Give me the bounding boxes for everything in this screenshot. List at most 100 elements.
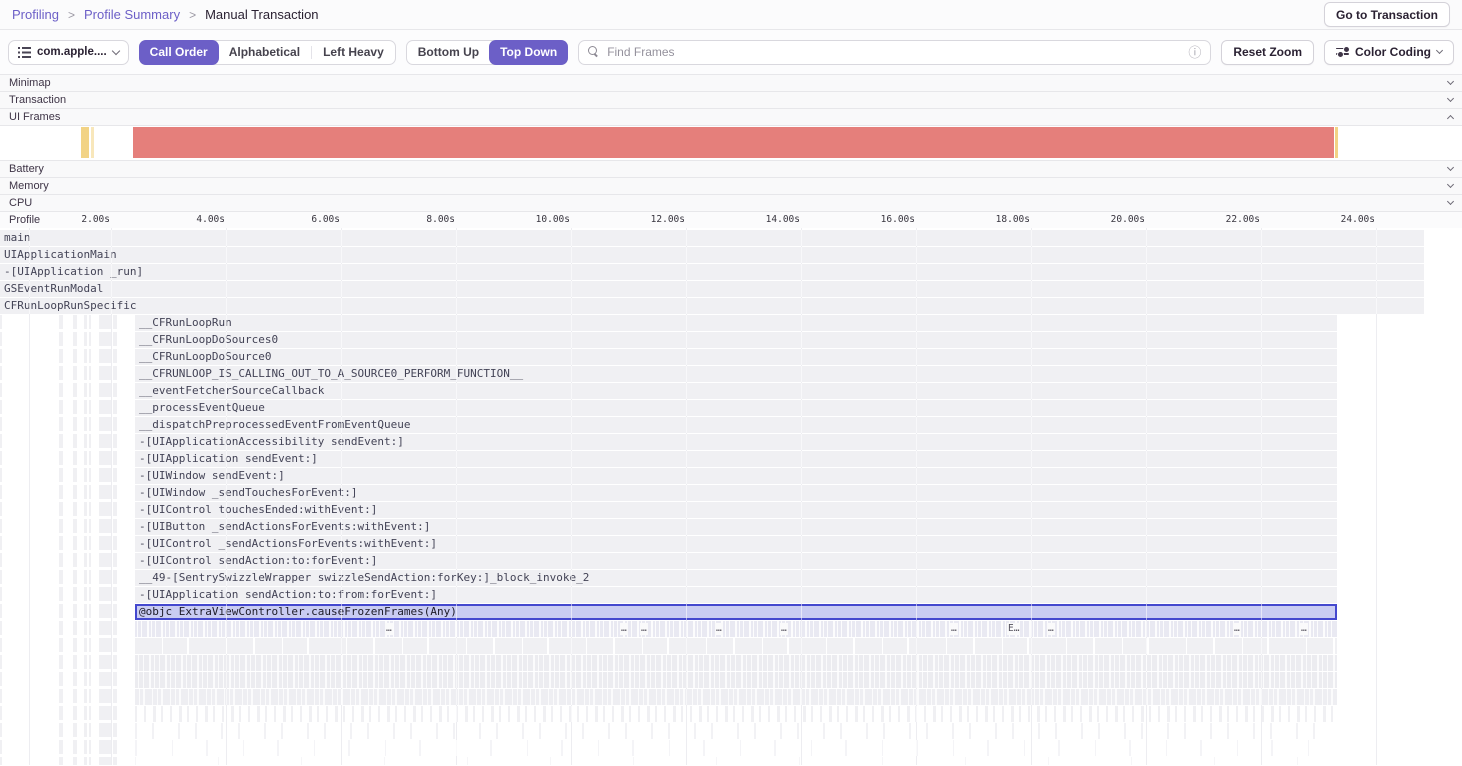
time-tick-label: 24.00s — [1340, 214, 1375, 225]
section-cpu[interactable]: CPU — [0, 195, 1462, 212]
flame-stack-rows: __CFRunLoopRun __CFRunLoopDoSources0 __CFR… — [135, 315, 1337, 603]
flame-row-compressed[interactable] — [135, 706, 1337, 722]
flame-frame[interactable]: __dispatchPreprocessedEventFromEventQueu… — [135, 417, 1337, 433]
section-memory[interactable]: Memory — [0, 178, 1462, 195]
flame-frame[interactable]: -[UIButton _sendActionsForEvents:withEve… — [135, 519, 1337, 535]
truncated-frame-label[interactable]: … — [640, 623, 648, 635]
time-tick-label: 12.00s — [650, 214, 685, 225]
flame-frame[interactable]: CFRunLoopRunSpecific — [0, 298, 1424, 314]
breadcrumb-profiling[interactable]: Profiling — [12, 7, 59, 22]
flame-frame[interactable]: __processEventQueue — [135, 400, 1337, 416]
flame-frame[interactable]: __CFRunLoopDoSources0 — [135, 332, 1337, 348]
flame-frame[interactable]: UIApplicationMain — [0, 247, 1424, 263]
divider — [311, 45, 313, 59]
direction-bottom-up-button[interactable]: Bottom Up — [407, 41, 490, 64]
flame-column-fragment[interactable] — [113, 315, 117, 765]
go-to-transaction-button[interactable]: Go to Transaction — [1323, 2, 1450, 27]
truncated-frame-label[interactable]: … — [950, 623, 958, 635]
flame-frame[interactable]: main — [0, 230, 1424, 246]
flame-column-fragment[interactable] — [99, 315, 111, 765]
flame-frame[interactable]: -[UIControl sendAction:to:forEvent:] — [135, 553, 1337, 569]
flame-frame[interactable]: -[UIApplicationAccessibility sendEvent:] — [135, 434, 1337, 450]
chevron-down-icon — [1446, 163, 1455, 172]
section-ui-frames[interactable]: UI Frames — [0, 109, 1462, 126]
chevron-down-icon — [1446, 94, 1455, 103]
flame-row-compressed[interactable] — [135, 757, 1337, 765]
breadcrumb-separator: > — [67, 7, 75, 22]
flame-frame[interactable]: -[UIApplication sendAction:to:from:forEv… — [135, 587, 1337, 603]
sliders-icon — [1336, 46, 1351, 59]
section-battery[interactable]: Battery — [0, 161, 1462, 178]
slow-frame-bar[interactable] — [81, 127, 89, 158]
flame-row-compressed[interactable] — [135, 689, 1337, 705]
thread-selector-dropdown[interactable]: com.apple.... — [8, 39, 129, 65]
flame-frame[interactable]: -[UIControl touchesEnded:withEvent:] — [135, 502, 1337, 518]
flame-column-fragment[interactable] — [59, 315, 63, 765]
flame-frame[interactable]: -[UIWindow sendEvent:] — [135, 468, 1337, 484]
section-label: Minimap — [9, 77, 51, 89]
flame-row-compressed[interactable]: … … … … … … E… … … … — [135, 621, 1337, 637]
sort-left-heavy-button[interactable]: Left Heavy — [312, 41, 395, 64]
flame-frame[interactable]: GSEventRunModal — [0, 281, 1424, 297]
flame-frame[interactable]: __CFRunLoopDoSource0 — [135, 349, 1337, 365]
flame-column-fragment[interactable] — [84, 315, 87, 765]
flame-row-compressed[interactable] — [135, 723, 1337, 739]
section-label: Memory — [9, 180, 49, 192]
flame-frame[interactable]: -[UIWindow _sendTouchesForEvent:] — [135, 485, 1337, 501]
truncated-frame-label[interactable]: … — [1300, 623, 1308, 635]
flamegraph-toolbar: com.apple.... Call Order Alphabetical Le… — [0, 30, 1462, 75]
truncated-frame-label[interactable]: … — [715, 623, 723, 635]
flame-row-compressed[interactable] — [135, 655, 1337, 671]
flame-frame[interactable]: -[UIControl _sendActionsForEvents:withEv… — [135, 536, 1337, 552]
flame-frame[interactable]: __eventFetcherSourceCallback — [135, 383, 1337, 399]
truncated-frame-label[interactable]: … — [385, 623, 393, 635]
flame-graph[interactable]: main UIApplicationMain -[UIApplication _ru… — [0, 228, 1462, 765]
flame-frame[interactable]: __49-[SentrySwizzleWrapper swizzleSendAc… — [135, 570, 1337, 586]
chevron-down-icon — [1435, 46, 1444, 55]
flame-row-compressed[interactable] — [135, 740, 1337, 756]
flame-frame[interactable]: __CFRUNLOOP_IS_CALLING_OUT_TO_A_SOURCE0_… — [135, 366, 1337, 382]
flame-frame[interactable]: -[UIApplication sendEvent:] — [135, 451, 1337, 467]
flame-column-fragment[interactable] — [73, 315, 77, 765]
flame-row-compressed[interactable] — [135, 638, 1337, 654]
section-minimap[interactable]: Minimap — [0, 75, 1462, 92]
find-frames-search[interactable]: ⓘ — [578, 39, 1212, 65]
ui-frames-track — [0, 126, 1462, 161]
section-label: Battery — [9, 163, 44, 175]
section-transaction[interactable]: Transaction — [0, 92, 1462, 109]
sorting-group: Call Order Alphabetical Left Heavy — [138, 39, 396, 65]
reset-zoom-button[interactable]: Reset Zoom — [1221, 39, 1315, 65]
time-tick-label: 16.00s — [880, 214, 915, 225]
time-ticks: 2.00s 4.00s 6.00s 8.00s 10.00s 12.00s 14.00s 16… — [0, 212, 1380, 228]
slow-frame-bar[interactable] — [1335, 127, 1338, 158]
sort-call-order-button[interactable]: Call Order — [138, 39, 219, 65]
selected-flame-frame[interactable]: @objc ExtraViewController.causeFrozenFra… — [135, 604, 1337, 620]
direction-top-down-button[interactable]: Top Down — [489, 39, 569, 65]
info-icon[interactable]: ⓘ — [1188, 44, 1202, 60]
truncated-frame-label[interactable]: … — [1233, 623, 1241, 635]
breadcrumb-profile-summary[interactable]: Profile Summary — [83, 7, 181, 22]
time-tick-label: 20.00s — [1110, 214, 1145, 225]
profile-time-axis: Profile 2.00s 4.00s 6.00s 8.00s 10.00s 12.00s… — [0, 212, 1462, 228]
flame-frame[interactable]: __CFRunLoopRun — [135, 315, 1337, 331]
section-label: UI Frames — [9, 111, 61, 123]
flame-row-compressed[interactable] — [135, 672, 1337, 688]
chevron-down-icon — [1446, 77, 1455, 86]
frozen-frame-bar[interactable] — [133, 127, 1334, 158]
flame-column-fragment[interactable] — [0, 315, 2, 765]
flame-column-fragment[interactable] — [89, 315, 91, 765]
truncated-frame-label[interactable]: … — [780, 623, 788, 635]
time-tick-label: 6.00s — [311, 214, 340, 225]
color-coding-dropdown[interactable]: Color Coding — [1324, 39, 1454, 65]
truncated-frame-label[interactable]: … — [620, 623, 628, 635]
time-tick-label: 10.00s — [535, 214, 570, 225]
thread-list-icon — [18, 46, 31, 58]
truncated-frame-label[interactable]: E… — [1007, 623, 1021, 635]
section-label-profile: Profile — [9, 214, 41, 226]
search-input[interactable] — [607, 45, 1182, 59]
slow-frame-bar[interactable] — [91, 127, 94, 158]
truncated-frame-label[interactable]: … — [1047, 623, 1055, 635]
sort-alphabetical-button[interactable]: Alphabetical — [218, 41, 311, 64]
time-tick-label: 2.00s — [81, 214, 110, 225]
flame-frame[interactable]: -[UIApplication _run] — [0, 264, 1424, 280]
